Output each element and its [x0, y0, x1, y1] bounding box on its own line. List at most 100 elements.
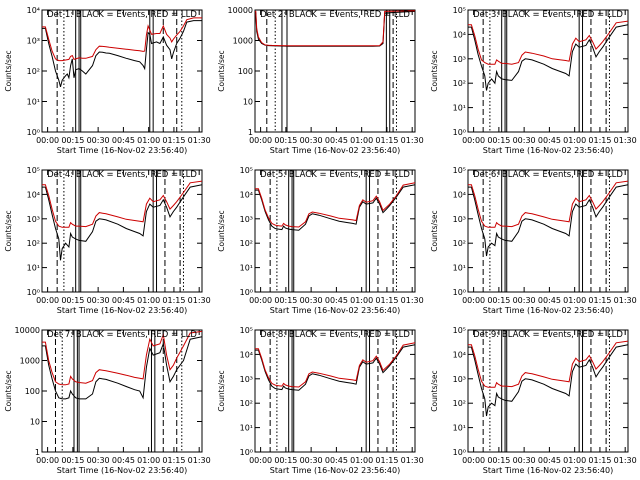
lld-series-line: [468, 20, 628, 65]
y-tick-label: 10⁴: [27, 6, 40, 15]
panel-title: Det 9: BLACK = Events, RED = LLD: [473, 330, 623, 340]
events-series-line: [255, 344, 415, 391]
x-tick-label: 01:30: [614, 136, 637, 145]
y-tick-label: 10⁰: [240, 448, 253, 457]
x-tick-label: 01:15: [162, 456, 185, 465]
y-tick-label: 10⁰: [453, 288, 466, 297]
lld-series-line: [468, 180, 628, 228]
y-tick-label: 10⁴: [240, 190, 253, 199]
x-tick-label: 00:45: [325, 296, 348, 305]
y-tick-label: 10⁰: [453, 448, 466, 457]
y-tick-label: 10¹: [453, 424, 466, 433]
y-tick-label: 10⁰: [453, 128, 466, 137]
x-tick-label: 01:00: [563, 456, 586, 465]
x-tick-label: 00:30: [513, 456, 536, 465]
x-tick-label: 00:30: [513, 136, 536, 145]
lld-series-line: [255, 10, 415, 47]
y-tick-label: 10⁴: [453, 190, 466, 199]
x-tick-label: 00:15: [487, 136, 510, 145]
x-axis-label: Start Time (16-Nov-02 23:56:40): [57, 146, 187, 155]
lld-series-line: [255, 342, 415, 388]
panel-title: Det 5: BLACK = Events, RED = LLD: [260, 170, 410, 180]
plot-frame: [254, 169, 416, 293]
x-tick-label: 00:30: [300, 296, 323, 305]
y-tick-label: 10⁵: [240, 326, 253, 335]
x-tick-label: 01:00: [137, 296, 160, 305]
x-tick-label: 00:00: [249, 456, 272, 465]
panel-title: Det 4: BLACK = Events, RED = LLD: [47, 170, 197, 180]
detector-panel-2: 1 10 100 1000 10000 00:00 00:15 00:30 00:45 01:00…: [217, 6, 424, 155]
x-tick-label: 00:45: [538, 296, 561, 305]
x-tick-label: 00:00: [462, 136, 485, 145]
x-tick-label: 00:45: [112, 296, 135, 305]
x-tick-label: 01:15: [588, 456, 611, 465]
y-axis-label: Counts/sec: [217, 50, 226, 91]
panel-title: Det 7: BLACK = Events, RED = LLD: [47, 330, 197, 340]
y-tick-label: 100: [25, 387, 40, 396]
x-tick-label: 00:30: [300, 456, 323, 465]
y-tick-label: 10⁵: [240, 166, 253, 175]
x-tick-label: 01:15: [588, 136, 611, 145]
y-tick-label: 10⁵: [453, 6, 466, 15]
x-axis-label: Start Time (16-Nov-02 23:56:40): [57, 466, 187, 475]
x-tick-label: 00:30: [87, 136, 110, 145]
panel-title: Det 6: BLACK = Events, RED = LLD: [473, 170, 623, 180]
y-tick-label: 10²: [240, 239, 253, 248]
y-tick-label: 10⁰: [27, 128, 40, 137]
y-tick-label: 10: [243, 98, 253, 107]
x-tick-label: 00:15: [487, 296, 510, 305]
x-tick-label: 01:00: [563, 296, 586, 305]
lld-series-line: [42, 330, 202, 386]
y-tick-label: 10⁰: [240, 288, 253, 297]
x-tick-label: 01:15: [588, 296, 611, 305]
x-tick-label: 00:15: [274, 296, 297, 305]
y-tick-label: 10³: [240, 375, 253, 384]
y-axis-label: Counts/sec: [217, 210, 226, 251]
plot-frame: [41, 9, 203, 133]
x-tick-label: 01:30: [401, 136, 424, 145]
x-tick-label: 00:00: [36, 456, 59, 465]
x-tick-label: 00:15: [61, 136, 84, 145]
y-axis-label: Counts/sec: [4, 370, 13, 411]
events-series-line: [42, 20, 202, 88]
y-axis-label: Counts/sec: [4, 50, 13, 91]
x-tick-label: 01:00: [137, 136, 160, 145]
x-tick-label: 01:30: [188, 136, 211, 145]
y-tick-label: 10⁵: [27, 166, 40, 175]
x-tick-label: 00:00: [249, 296, 272, 305]
plot-frame: [41, 169, 203, 293]
x-tick-label: 01:30: [614, 456, 637, 465]
events-series-line: [42, 336, 202, 400]
lld-series-line: [255, 182, 415, 228]
x-tick-label: 00:45: [325, 136, 348, 145]
plot-frame: [41, 329, 203, 453]
x-axis-label: Start Time (16-Nov-02 23:56:40): [270, 306, 400, 315]
x-tick-label: 00:45: [538, 136, 561, 145]
x-tick-label: 00:45: [112, 136, 135, 145]
y-tick-label: 10¹: [453, 104, 466, 113]
x-tick-label: 00:00: [36, 136, 59, 145]
x-tick-label: 00:30: [513, 296, 536, 305]
x-tick-label: 01:00: [350, 136, 373, 145]
x-tick-label: 00:00: [36, 296, 59, 305]
y-tick-label: 10⁴: [453, 350, 466, 359]
x-axis-label: Start Time (16-Nov-02 23:56:40): [483, 146, 613, 155]
y-tick-label: 10000: [228, 6, 253, 15]
x-tick-label: 00:30: [87, 456, 110, 465]
x-tick-label: 00:15: [487, 456, 510, 465]
x-tick-label: 01:30: [614, 296, 637, 305]
y-tick-label: 100: [238, 67, 253, 76]
x-tick-label: 00:00: [462, 296, 485, 305]
x-axis-label: Start Time (16-Nov-02 23:56:40): [483, 466, 613, 475]
y-axis-label: Counts/sec: [430, 50, 439, 91]
events-series-line: [42, 184, 202, 261]
y-tick-label: 10³: [453, 215, 466, 224]
plot-frame: [254, 329, 416, 453]
lld-series-line: [42, 17, 202, 62]
x-tick-label: 00:30: [300, 136, 323, 145]
x-axis-label: Start Time (16-Nov-02 23:56:40): [270, 146, 400, 155]
